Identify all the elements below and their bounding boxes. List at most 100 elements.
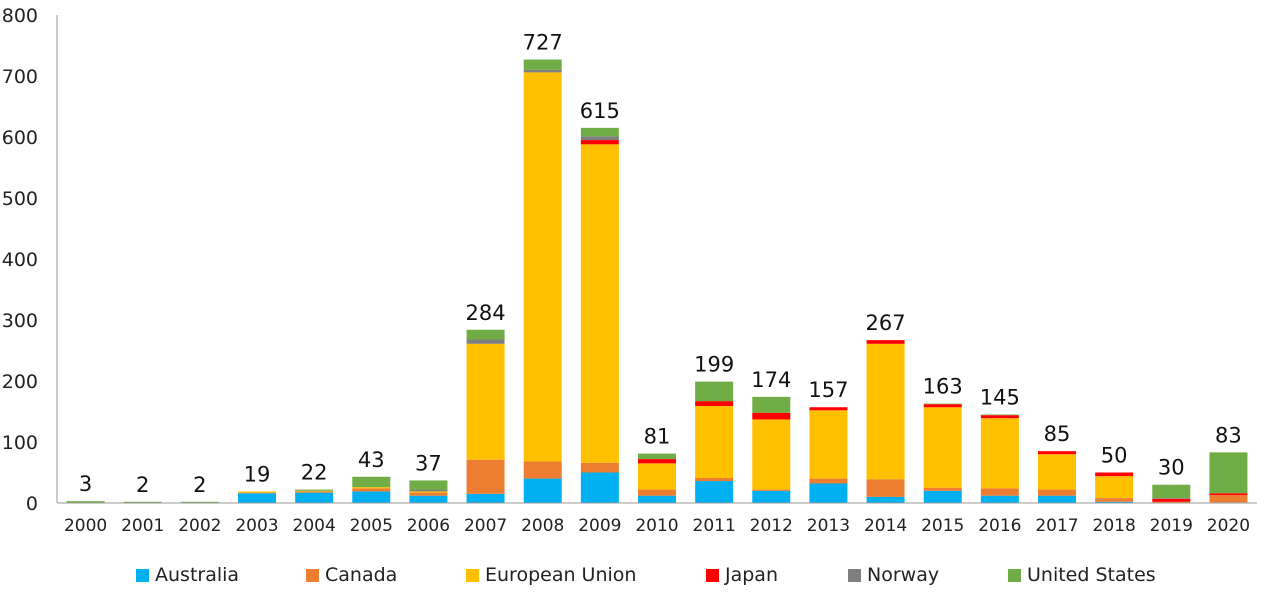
bar-segment-japan [695, 401, 734, 407]
bar-segment-european-union [752, 419, 791, 490]
total-label: 199 [694, 353, 734, 377]
legend-label: Norway [867, 564, 940, 586]
legend-item: Japan [706, 558, 778, 592]
total-label: 37 [415, 451, 442, 475]
bar-segment-european-union [638, 463, 676, 490]
bar-segment-canada [352, 488, 391, 492]
bar-segment-australia [409, 495, 448, 503]
legend-swatch [1008, 568, 1021, 582]
legend-item: Canada [306, 558, 397, 592]
total-label: 174 [751, 368, 791, 392]
x-tick-label: 2008 [521, 516, 564, 536]
total-label: 284 [466, 301, 506, 325]
bar-segment-european-union [1095, 476, 1134, 499]
x-tick-label: 2005 [350, 516, 393, 536]
bar-segment-japan [809, 407, 848, 411]
total-label: 615 [580, 99, 620, 123]
x-tick-label: 2010 [635, 516, 678, 536]
bar-segment-european-union [523, 72, 562, 462]
total-label: 19 [244, 462, 271, 486]
y-tick-label: 500 [2, 188, 38, 210]
bar-segment-australia [980, 495, 1019, 503]
bar-segment-australia [523, 478, 562, 503]
bar-segment-japan [1095, 472, 1134, 477]
total-label: 22 [301, 461, 328, 485]
bar-segment-european-union [295, 490, 334, 492]
bar-segment-canada [466, 459, 505, 494]
bar-segment-japan [1038, 451, 1076, 455]
total-label: 727 [523, 31, 563, 55]
total-label: 83 [1215, 423, 1242, 447]
bar-segment-canada [409, 492, 448, 496]
x-tick-label: 2012 [750, 516, 793, 536]
legend-item: Norway [848, 558, 939, 592]
y-tick-label: 100 [2, 432, 38, 454]
bar-segment-european-union [980, 418, 1019, 489]
y-tick-label: 200 [2, 371, 38, 393]
x-tick-label: 2017 [1035, 516, 1078, 536]
total-label: 2 [136, 473, 149, 497]
bar-segment-japan [1152, 498, 1191, 502]
bar-segment-australia [466, 493, 505, 503]
bars [66, 59, 1248, 503]
x-tick-label: 2020 [1207, 516, 1250, 536]
bar-segment-norway [409, 489, 448, 492]
bar-segment-canada [638, 489, 676, 496]
bar-segment-canada [580, 462, 619, 473]
x-tick-label: 2016 [978, 516, 1021, 536]
bar-segment-united-states [409, 480, 448, 490]
total-label: 267 [866, 311, 906, 335]
bar-segment-japan [580, 140, 619, 145]
bar-segment-european-union [695, 406, 734, 478]
bar-segment-australia [1095, 501, 1134, 503]
x-tick-label: 2004 [293, 516, 336, 536]
bar-segment-united-states [1152, 484, 1191, 499]
y-axis: 0 100 200 300 400 500 600 700 800 [2, 5, 58, 515]
legend-item: Australia [136, 558, 239, 592]
bar-segment-european-union [238, 491, 276, 493]
legend-swatch [136, 568, 149, 582]
total-label: 3 [79, 472, 92, 496]
y-tick-label: 400 [2, 249, 38, 271]
bar-segment-canada [809, 478, 848, 484]
x-axis: 2000 2001 2002 2003 2004 2005 2006 2007 2008 2009… [57, 502, 1257, 536]
bar-segment-united-states [580, 127, 619, 137]
total-label: 81 [644, 425, 671, 449]
legend-label: Canada [325, 564, 398, 586]
total-label: 30 [1158, 456, 1185, 480]
bar-segment-norway [523, 69, 562, 73]
bar-segment-norway [1152, 498, 1191, 499]
bar-segment-norway [580, 136, 619, 141]
bar-segment-united-states [352, 476, 391, 488]
bar-segment-australia [580, 472, 619, 503]
bar-segment-united-states [295, 489, 334, 491]
bar-segment-european-union [466, 343, 505, 460]
total-label: 85 [1044, 422, 1071, 446]
legend-swatch [848, 568, 861, 582]
y-tick-label: 0 [26, 493, 38, 515]
bar-segment-european-union [409, 491, 448, 493]
bar-segment-canada [523, 461, 562, 479]
bar-segment-united-states [466, 329, 505, 340]
x-tick-label: 2003 [235, 516, 278, 536]
bar-segment-canada [1152, 501, 1191, 503]
bar-segment-australia [638, 495, 676, 503]
bar-segment-european-union [352, 487, 391, 489]
bar-segment-canada [1095, 498, 1134, 502]
bar-segment-european-union [580, 144, 619, 463]
bar-segment-canada [1209, 495, 1248, 503]
chart-legend: Australia Canada European Union Japan Norway… [0, 558, 1269, 592]
bar-segment-japan [980, 415, 1019, 419]
x-tick-label: 2007 [464, 516, 507, 536]
bar-segment-united-states [923, 403, 962, 405]
total-label: 2 [193, 473, 206, 497]
total-label: 145 [980, 386, 1020, 410]
bar-segment-united-states [695, 381, 734, 402]
bar-segment-united-states [180, 501, 219, 503]
total-label: 157 [808, 378, 848, 402]
bar-segment-japan [923, 404, 962, 408]
x-tick-label: 2000 [64, 516, 107, 536]
bar-segment-japan [866, 340, 905, 344]
legend-swatch [706, 568, 719, 582]
x-tick-label: 2014 [864, 516, 907, 536]
